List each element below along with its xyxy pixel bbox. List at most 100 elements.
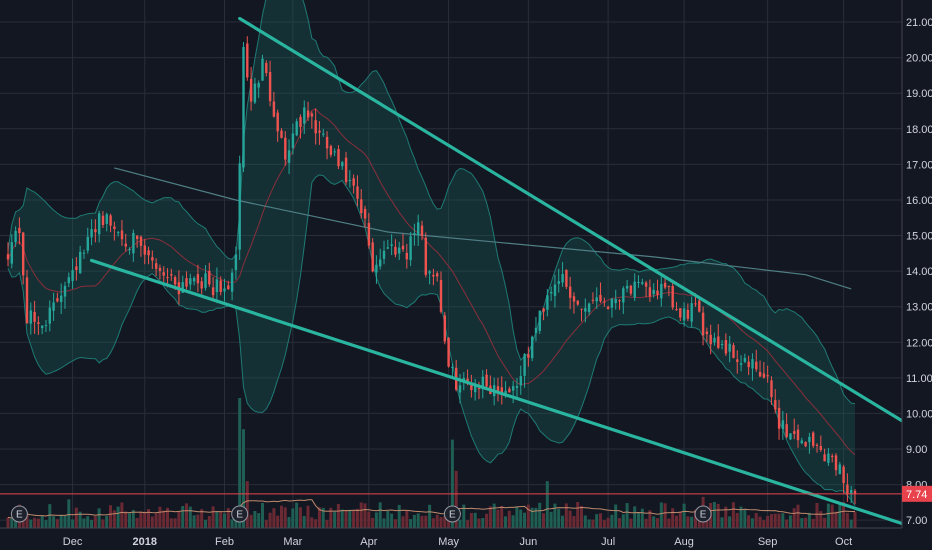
candle [44,320,48,333]
volume-bar [435,514,439,528]
candle-body [257,82,260,88]
price-axis[interactable]: 7.008.009.0010.0011.0012.0013.0014.0015.… [901,0,932,550]
volume-bar [371,517,375,528]
candle [375,255,378,284]
candle-body [124,243,127,247]
trendlines[interactable] [89,16,932,528]
candle-body [679,308,682,318]
candle [132,229,135,262]
volume-bar [139,511,143,528]
volume-bar [158,506,162,528]
volume-bar [747,515,751,528]
candle-body [363,208,367,219]
candle [603,297,606,307]
trendline-lower [89,258,910,528]
candle [686,303,690,322]
candle [736,350,739,374]
candle [394,239,397,258]
candle [770,376,773,405]
earnings-marker-circle [231,505,249,523]
volume-bar [454,470,458,528]
candle-body [52,302,55,311]
candle [625,279,629,293]
candle [348,170,352,188]
candle-body [576,300,579,305]
volume-bar [648,510,652,528]
volume-bar [169,518,173,528]
volume-bar [317,507,321,528]
candle-body [155,263,158,269]
candle-body [120,230,124,240]
candlesticks[interactable] [6,36,857,505]
volume-bar [10,518,14,528]
volume-bar [74,507,78,528]
candle [162,266,165,282]
volume-bar [44,520,48,528]
candle-body [382,250,386,259]
candle-body [390,244,393,246]
candle-body [208,271,211,285]
candle-body [22,232,25,276]
candle [747,355,750,376]
volume-bar [830,504,834,528]
candle [618,299,621,310]
candle [33,300,36,334]
volume-bar [416,513,420,528]
volume-bar [348,509,352,528]
candle-body [724,340,728,354]
candle [242,42,245,173]
candle-body [268,72,272,102]
volume-bar [340,509,344,528]
candle-body [132,233,135,254]
candle-body [60,295,63,302]
candle [428,269,431,285]
volume-bar [769,514,773,528]
volume-bar [762,520,766,528]
candle [52,292,55,321]
time-axis[interactable]: Dec 2018 Feb Mar Apr May Jun Jul Aug Sep Oct [0,527,902,548]
candle [515,378,519,399]
candle-body [614,299,617,304]
volume-bar [652,516,656,528]
candle-body [796,429,800,441]
candle [284,131,287,166]
candle [804,441,807,448]
candle-body [648,287,652,297]
volume-bar [773,513,777,528]
volume-bar [211,506,215,528]
candle [679,308,682,322]
candle [75,257,78,281]
candle [352,174,355,194]
volume-bar [618,518,621,528]
volume-bar [785,519,789,528]
volume-bar [192,515,196,528]
volume-bar [766,516,770,528]
candle-body [379,259,382,267]
volume-moving-average [7,499,855,519]
candle-body [736,359,739,362]
candle [667,285,671,297]
candle [356,175,359,207]
volume-bar [264,520,268,528]
candle [766,365,769,383]
volume-bar [393,519,397,528]
candle-body [834,455,838,471]
candle-body [595,297,598,302]
candle [447,336,450,368]
candle-body [44,325,48,327]
candle-body [534,327,538,334]
candle [485,369,488,390]
price-tick-label: 19.00 [906,88,932,100]
earnings-marker-label: E [449,510,456,521]
volume-bar [112,510,116,528]
volume-bar [390,513,394,528]
candle-body [322,133,325,135]
volume-bar [823,517,827,528]
candle [82,249,86,259]
volume-bar [637,512,640,528]
candle [41,325,44,335]
volume-bar [511,515,515,528]
